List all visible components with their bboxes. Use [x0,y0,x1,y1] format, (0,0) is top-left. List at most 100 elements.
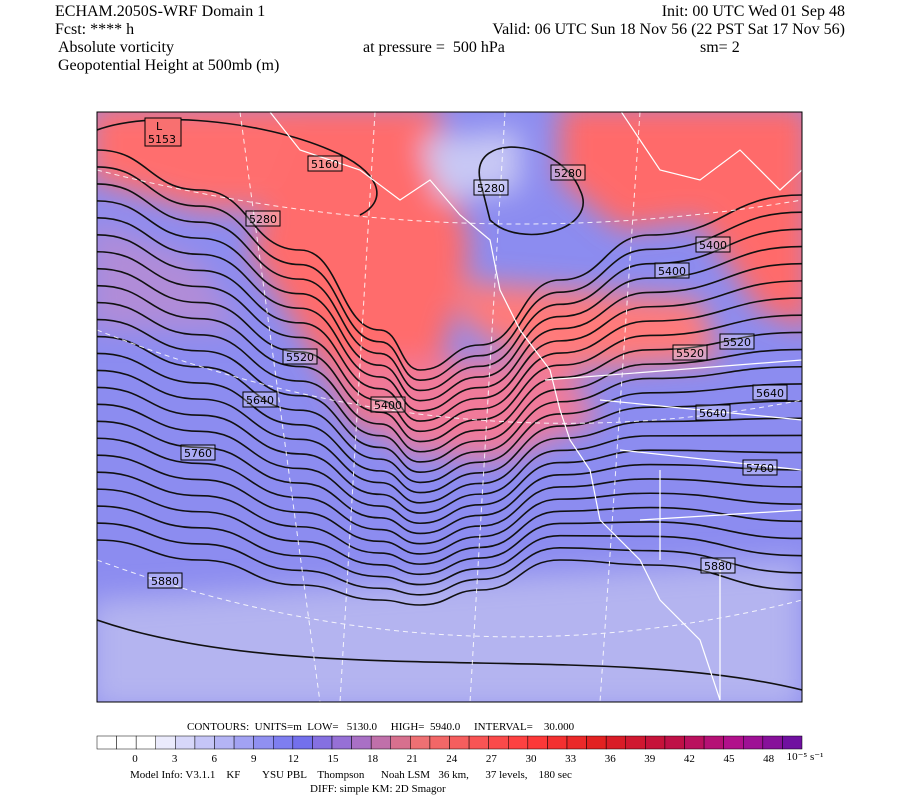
colorbar-swatch [96,735,117,750]
contour-line [97,619,802,691]
contour-label: 5280 [249,213,277,226]
contour-line [97,149,802,371]
map-frame [96,111,803,703]
contour-label-box [695,236,731,253]
colorbar-label: 39 [644,753,656,765]
grid-lines [97,112,802,702]
init-time: Init: 00 UTC Wed 01 Sep 48 [662,3,845,20]
contour-line [97,200,802,402]
colorbar-swatch [390,735,411,750]
colorbar-swatch [625,735,646,750]
colorbar-swatch [233,735,254,750]
contour-label: 5880 [151,575,179,588]
colorbar-swatch [116,735,137,750]
contour-line [97,488,802,576]
colorbar-label: 48 [763,753,775,765]
contour-label-box [147,572,183,589]
contour-line [97,454,802,555]
contour-label: 5520 [676,347,704,360]
contour-line [478,146,584,236]
contour-line [97,369,802,504]
colorbar-swatch [273,735,294,750]
colorbar-swatch [566,735,587,750]
colorbar-swatch [449,735,470,750]
colorbar-swatch [155,735,176,750]
contour-label-box [370,396,406,413]
contour-line [97,183,802,392]
pressure: at pressure = 500 hPa [363,39,505,56]
smoothing: sm= 2 [700,39,740,56]
colorbar-label: 12 [288,753,299,765]
contour-label: 5760 [746,462,774,475]
contour-line [97,267,802,443]
vorticity-field [97,112,802,702]
contour-line [97,166,802,382]
colorbar-swatch [508,735,529,750]
colorbar-swatch [723,735,744,750]
contour-label: 5280 [554,167,582,180]
contour-label: 5880 [704,560,732,573]
contour-line [97,217,802,412]
contour-line [97,403,802,525]
colorbar-swatch [664,735,685,750]
colorbar-swatch [312,735,333,750]
colorbar-label: 21 [407,753,418,765]
contour-line [97,335,802,484]
contour-line [97,284,802,453]
colorbar-swatch [527,735,548,750]
colorbar-swatch [782,735,803,750]
contour-label-box [180,444,216,461]
colorbar-swatch [429,735,450,750]
model-info: Model Info: V3.1.1 KF YSU PBL Thompson N… [130,769,572,781]
contour-line [97,352,802,494]
contour-label-box [245,210,281,227]
contour-line [97,471,802,565]
contour-label: 5400 [699,239,727,252]
colorbar-label: 9 [251,753,257,765]
colorbar-swatch [194,735,215,750]
colorbar-swatch [762,735,783,750]
contour-label-box [719,333,755,350]
colorbar-swatch [703,735,724,750]
colorbar-swatch [684,735,705,750]
colorbar-label: 0 [132,753,138,765]
contour-label-box [672,344,708,361]
contour-label: 5640 [246,394,274,407]
contour-label: 5160 [311,158,339,171]
contour-line [97,539,802,606]
colorbar-label: 6 [211,753,217,765]
contour-line [97,318,802,473]
colorbar-swatch [488,735,509,750]
contour-line [97,301,802,463]
colorbar-swatch [743,735,764,750]
contours [97,118,802,691]
contour-label-box [700,557,736,574]
colorbar-label: 24 [446,753,458,765]
contour-line [97,233,802,422]
contour-label-box [752,384,788,401]
colorbar-swatch [331,735,352,750]
colorbar-swatch [586,735,607,750]
field-name: Geopotential Height at 500mb (m) [58,57,279,74]
colorbar-swatch [175,735,196,750]
colorbar-swatch [645,735,666,750]
colorbar: 0 3 6 9 12 15 18 21 24 27 30 33 36 39 42 45 48 10⁻⁵ s⁻¹ [96,735,823,765]
coastlines [269,112,802,701]
contour-label-box [473,179,509,196]
contours-info: CONTOURS: UNITS=m LOW= 5130.0 HIGH= 5940… [187,721,575,733]
forecast: Fcst: **** h [55,21,134,38]
colorbar-label: 18 [367,753,379,765]
colorbar-label: 27 [486,753,498,765]
colorbar-label: 42 [684,753,695,765]
colorbar-swatch [605,735,627,750]
contour-label-box [654,262,690,279]
contour-line [97,505,802,586]
colorbar-swatch [468,735,489,750]
contour-label-box [742,459,778,476]
colorbar-swatch [292,735,313,750]
low-value: 5153 [148,133,176,146]
contour-label: 5400 [374,399,402,412]
